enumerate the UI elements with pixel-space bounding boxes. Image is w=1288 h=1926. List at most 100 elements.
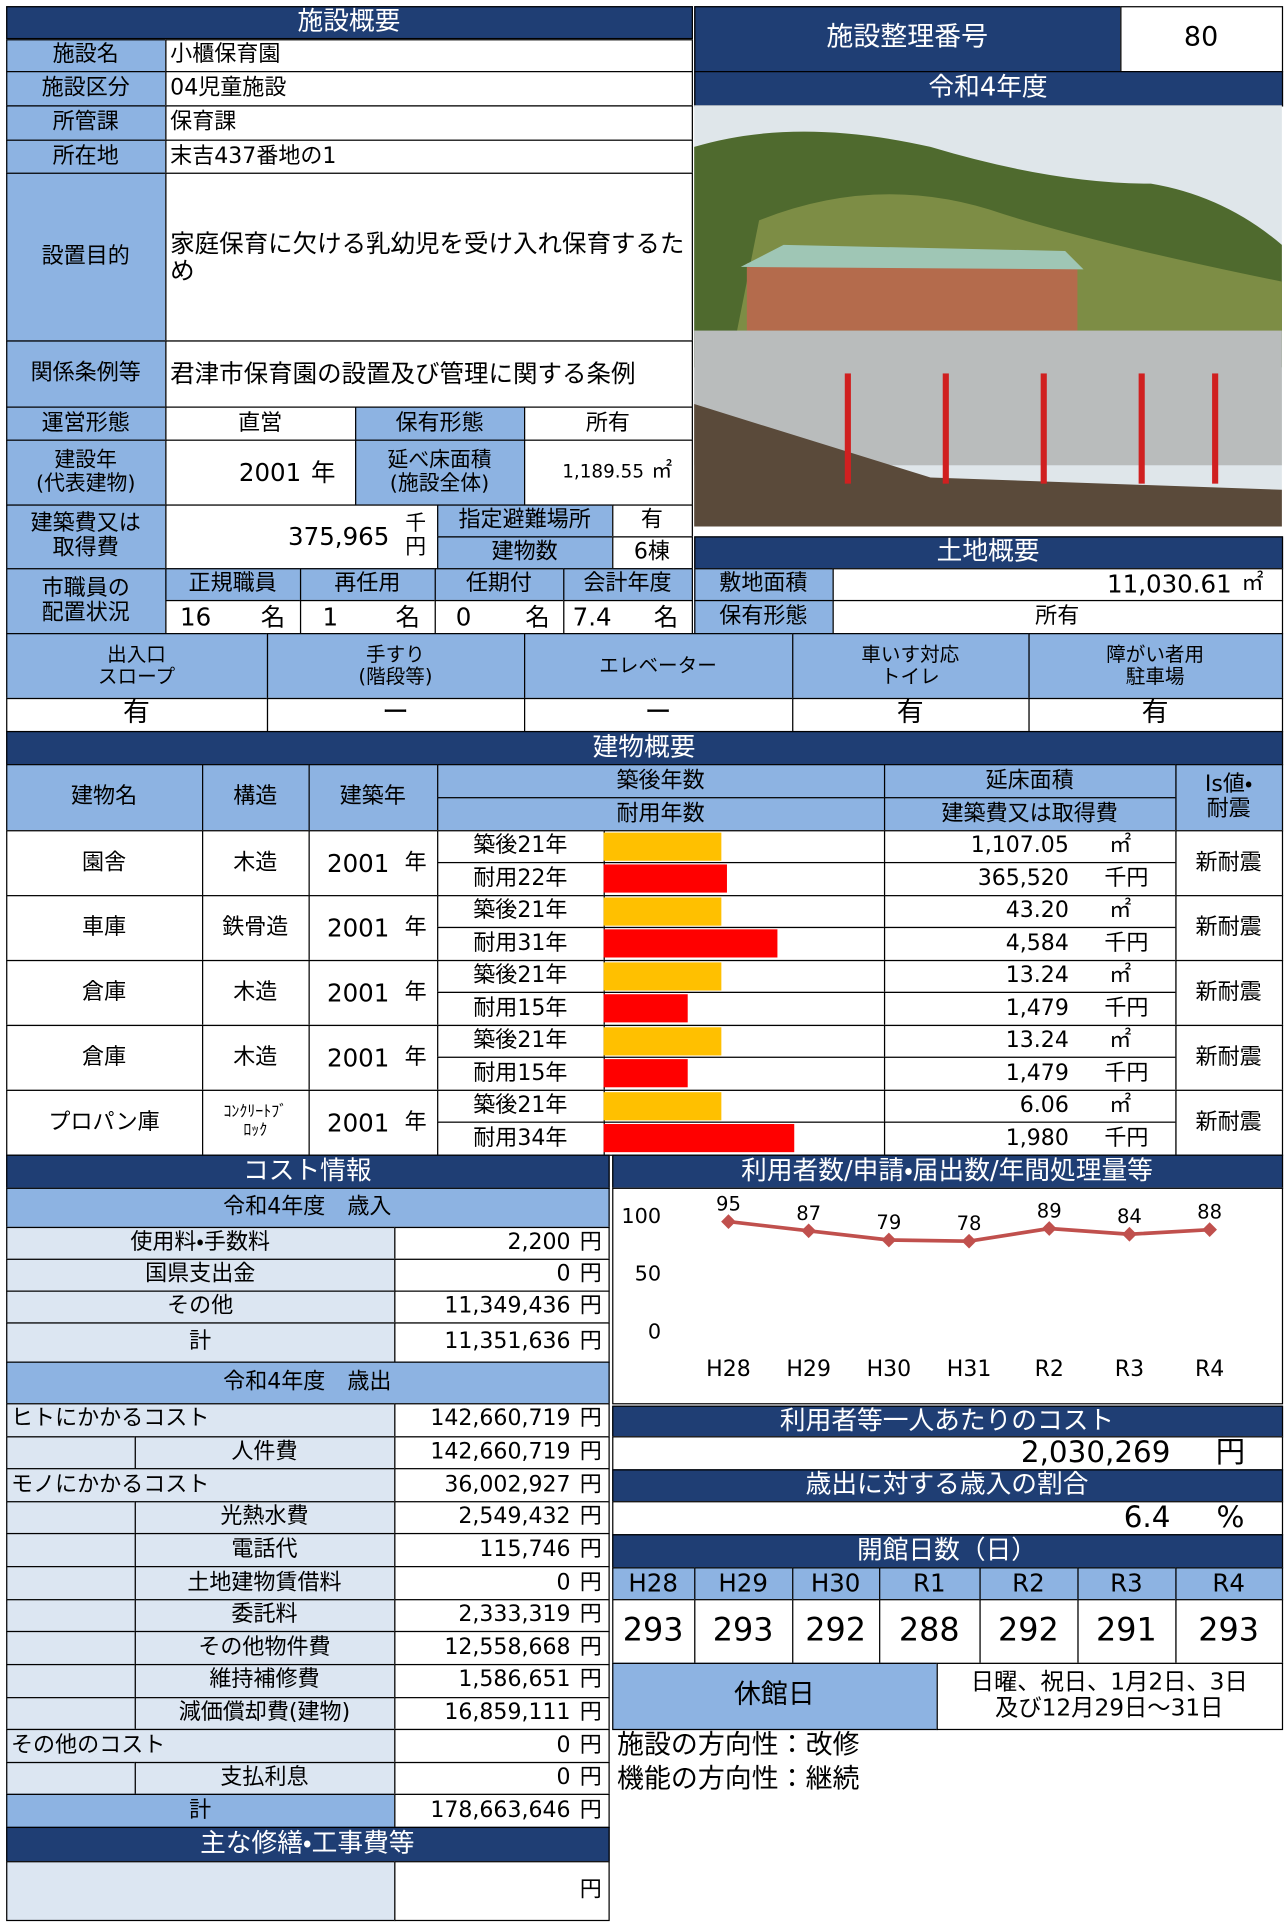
- unit: 円: [579, 1634, 602, 1660]
- unit: 円: [579, 1503, 602, 1530]
- x-tick-label: H30: [867, 1357, 912, 1382]
- field-value: 1,189.55: [562, 460, 644, 483]
- row-label: ヒトにかかるコスト: [11, 1406, 210, 1432]
- amount: 2,200: [507, 1229, 571, 1256]
- unit: 円: [579, 1732, 602, 1758]
- building-name: プロパン庫: [48, 1108, 160, 1135]
- unit: 年: [404, 849, 427, 875]
- indent: [6, 1598, 136, 1633]
- field-value: 日曜、祝日、1月2日、3日 及び12月29日～31日: [970, 1669, 1248, 1722]
- field-value: 375,965: [288, 521, 390, 551]
- year-header: [1175, 1567, 1284, 1601]
- x-tick-label: H31: [947, 1357, 992, 1382]
- field-label: 保有形態: [395, 409, 484, 436]
- field-label: [6, 139, 167, 174]
- photo-post: [844, 373, 851, 484]
- cell: [394, 1861, 610, 1922]
- row-label: その他物件費: [198, 1634, 331, 1660]
- cell: [308, 895, 439, 962]
- field-label: 建設年 (代表建物): [35, 447, 136, 496]
- field-value: 家庭保育に欠ける乳幼児を受け入れ保育するため: [170, 228, 685, 285]
- field-value: 11,030.61: [1107, 569, 1232, 599]
- unit: 円: [579, 1877, 602, 1903]
- building-structure: [202, 959, 310, 1027]
- accessibility-label: 障がい者用 駐車場: [1106, 642, 1205, 688]
- amount: 2,333,319: [458, 1601, 571, 1628]
- section-header: 利用者数/申請・届出数/年間処理量等: [741, 1155, 1153, 1186]
- seismic: 新耐震: [1195, 1043, 1262, 1070]
- field-label: 休館日: [733, 1679, 815, 1711]
- row-label: 計: [189, 1328, 212, 1355]
- amount: 2,549,432: [458, 1503, 571, 1530]
- life-label: 耐用34年: [473, 1124, 568, 1151]
- field-label: [355, 406, 526, 441]
- amount: 1,586,651: [458, 1666, 571, 1693]
- row-label: 電話代: [231, 1536, 298, 1563]
- staff-label: 再任用: [334, 570, 401, 597]
- direction: 機能の方向性：継続: [617, 1764, 860, 1795]
- staff-count: 16: [179, 601, 212, 632]
- cell: [394, 1729, 610, 1763]
- x-tick-label: R4: [1195, 1357, 1224, 1382]
- photo-roof: [740, 244, 1084, 270]
- field-label: [6, 172, 167, 342]
- section-header: 建物概要: [592, 732, 696, 762]
- field-value: 6棟: [633, 538, 670, 565]
- field-value: [165, 172, 693, 342]
- point: [1041, 1221, 1057, 1236]
- section-header: [6, 6, 693, 40]
- bar: [603, 832, 722, 861]
- bar: [603, 864, 727, 893]
- amount: 0: [556, 1732, 571, 1758]
- field-label: 指定避難場所: [458, 507, 591, 533]
- indent: [6, 1435, 136, 1470]
- point: [1202, 1222, 1217, 1237]
- accessibility-value: 有: [1141, 698, 1169, 730]
- accessibility-value: [6, 697, 269, 733]
- year-header: [792, 1567, 881, 1601]
- field-value: 直営: [238, 409, 283, 436]
- accessibility-label: [792, 633, 1030, 700]
- data-label: 89: [1037, 1199, 1062, 1222]
- age-label: [437, 830, 605, 864]
- cell: [394, 1435, 610, 1470]
- staff-label: [434, 568, 565, 602]
- building-name: 車庫: [82, 914, 127, 940]
- row-label: 委託料: [231, 1601, 298, 1628]
- field-label: [694, 568, 834, 602]
- field-value: 2001: [238, 457, 302, 487]
- cell: [394, 1598, 610, 1633]
- cell: [394, 1761, 610, 1796]
- unit: 年: [404, 1043, 427, 1070]
- year-header: [1077, 1567, 1177, 1601]
- cell: [883, 1121, 1177, 1156]
- row-label: 土地建物賃借料: [187, 1569, 342, 1595]
- column-header: [1175, 764, 1284, 832]
- amount: 36,002,927: [444, 1471, 571, 1498]
- unit: 円: [579, 1261, 602, 1287]
- data-label: 84: [1117, 1205, 1142, 1228]
- age-label: 築後21年: [473, 897, 568, 924]
- building-structure: 鉄骨造: [222, 914, 289, 940]
- row-label: [134, 1598, 396, 1633]
- open-days: 291: [1095, 1612, 1157, 1649]
- staff-label: [165, 568, 302, 602]
- open-days: [792, 1599, 881, 1664]
- field-value: [165, 139, 693, 174]
- unit: ㎡: [1109, 1092, 1132, 1119]
- amount: 142,660,719: [430, 1406, 571, 1432]
- table-header: 令和4年度 歳入: [223, 1193, 392, 1220]
- amount: 11,349,436: [444, 1293, 571, 1319]
- building-cost: 1,980: [1005, 1124, 1069, 1151]
- accessibility-label: 出入口 スロープ: [97, 642, 176, 688]
- staff-label: [563, 568, 693, 602]
- age-label: [437, 1024, 605, 1058]
- life-label: 耐用15年: [473, 1059, 568, 1086]
- column-header: Is値・ 耐震: [1204, 771, 1253, 822]
- building-structure: 木造: [233, 1043, 278, 1070]
- cell: [394, 1533, 610, 1568]
- x-tick-label: H28: [706, 1357, 751, 1382]
- x-tick-label: R3: [1115, 1357, 1144, 1382]
- unit: 円: [579, 1601, 602, 1628]
